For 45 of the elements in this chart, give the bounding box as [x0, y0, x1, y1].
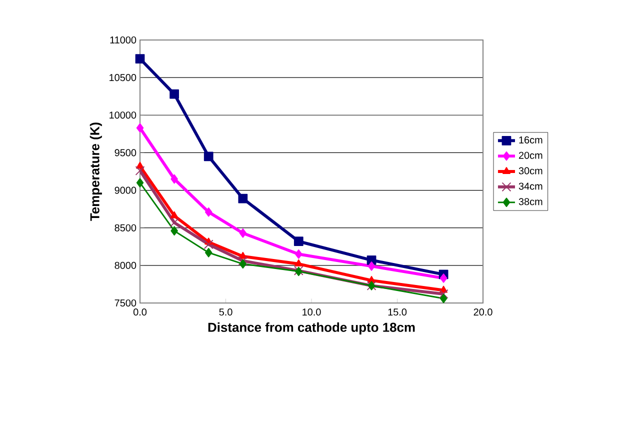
point: [239, 259, 247, 269]
legend-label: 20cm: [518, 152, 542, 159]
x-tick-label: 15.0: [388, 308, 407, 316]
y-tick-label: 10500: [110, 74, 136, 82]
y-tick-label: 9000: [114, 186, 136, 194]
x-tick-label: 10.0: [302, 308, 321, 316]
y-tick-label: 11000: [110, 36, 136, 44]
point: [170, 218, 180, 228]
point: [136, 123, 144, 133]
point: [294, 236, 304, 246]
point: [238, 252, 247, 259]
point: [135, 54, 145, 64]
point: [204, 152, 214, 162]
point: [438, 289, 448, 299]
point: [204, 248, 212, 258]
legend-label: 16cm: [519, 136, 542, 144]
point: [170, 211, 178, 218]
point: [294, 259, 303, 266]
point: [204, 207, 212, 217]
y-axis-title: Temperature (K): [90, 122, 102, 221]
legend-label: 34cm: [518, 182, 542, 190]
x-axis-title: Distance from cathode upto 18cm: [208, 322, 415, 334]
point: [135, 166, 145, 176]
y-tick-label: 8000: [114, 262, 136, 269]
x-tick-label: 20.0: [474, 308, 492, 316]
point: [136, 178, 144, 188]
y-tick-label: 9500: [114, 149, 136, 156]
legend-label: 38cm: [518, 198, 542, 206]
y-tick-label: 7500: [114, 299, 136, 307]
point: [170, 226, 178, 236]
point: [239, 228, 247, 238]
point: [295, 249, 302, 259]
point: [170, 174, 178, 184]
y-tick-label: 8500: [114, 224, 136, 232]
point: [238, 256, 248, 266]
point: [368, 261, 376, 271]
point: [440, 294, 448, 304]
point: [170, 89, 179, 99]
y-tick-label: 10000: [110, 112, 136, 119]
point: [204, 240, 214, 250]
x-tick-label: 5.0: [219, 308, 232, 316]
point: [238, 194, 248, 204]
legend-label: 30cm: [518, 167, 542, 174]
x-tick-label: 0.0: [133, 308, 147, 316]
point: [440, 274, 448, 283]
